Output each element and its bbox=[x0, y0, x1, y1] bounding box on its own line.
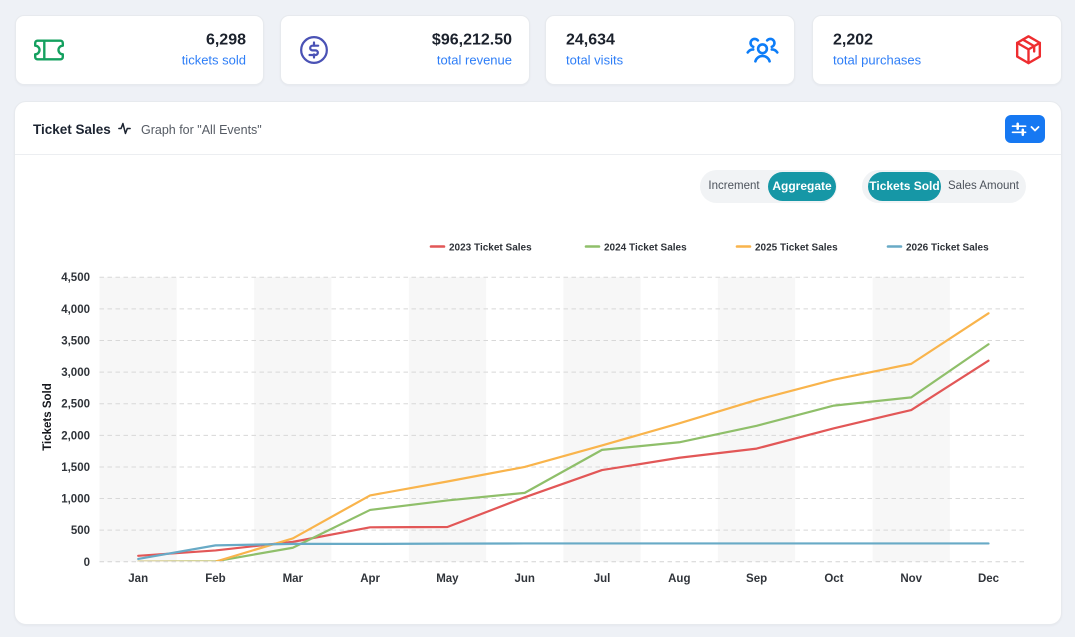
svg-text:Feb: Feb bbox=[205, 573, 225, 585]
svg-text:Mar: Mar bbox=[283, 573, 304, 585]
svg-text:2,000: 2,000 bbox=[61, 430, 90, 442]
svg-text:4,000: 4,000 bbox=[61, 304, 90, 316]
svg-text:Aug: Aug bbox=[668, 573, 690, 585]
svg-text:0: 0 bbox=[84, 557, 90, 569]
svg-text:Jul: Jul bbox=[594, 573, 611, 585]
svg-text:1,500: 1,500 bbox=[61, 462, 90, 474]
svg-text:Jun: Jun bbox=[514, 573, 534, 585]
svg-text:2023 Ticket Sales: 2023 Ticket Sales bbox=[449, 243, 532, 254]
svg-text:Dec: Dec bbox=[978, 573, 1000, 585]
svg-text:Nov: Nov bbox=[900, 573, 922, 585]
svg-text:Jan: Jan bbox=[128, 573, 148, 585]
svg-text:500: 500 bbox=[71, 525, 90, 537]
svg-text:1,000: 1,000 bbox=[61, 494, 90, 506]
svg-text:Tickets Sold: Tickets Sold bbox=[42, 383, 54, 451]
svg-text:3,500: 3,500 bbox=[61, 336, 90, 348]
svg-text:2,500: 2,500 bbox=[61, 399, 90, 411]
svg-text:4,500: 4,500 bbox=[61, 272, 90, 284]
svg-text:Sep: Sep bbox=[746, 573, 767, 585]
svg-text:3,000: 3,000 bbox=[61, 367, 90, 379]
svg-text:2024 Ticket Sales: 2024 Ticket Sales bbox=[604, 243, 687, 254]
svg-text:May: May bbox=[436, 573, 459, 585]
svg-text:2025 Ticket Sales: 2025 Ticket Sales bbox=[755, 243, 838, 254]
svg-text:2026 Ticket Sales: 2026 Ticket Sales bbox=[906, 243, 989, 254]
svg-text:Apr: Apr bbox=[360, 573, 380, 585]
svg-text:Oct: Oct bbox=[824, 573, 843, 585]
